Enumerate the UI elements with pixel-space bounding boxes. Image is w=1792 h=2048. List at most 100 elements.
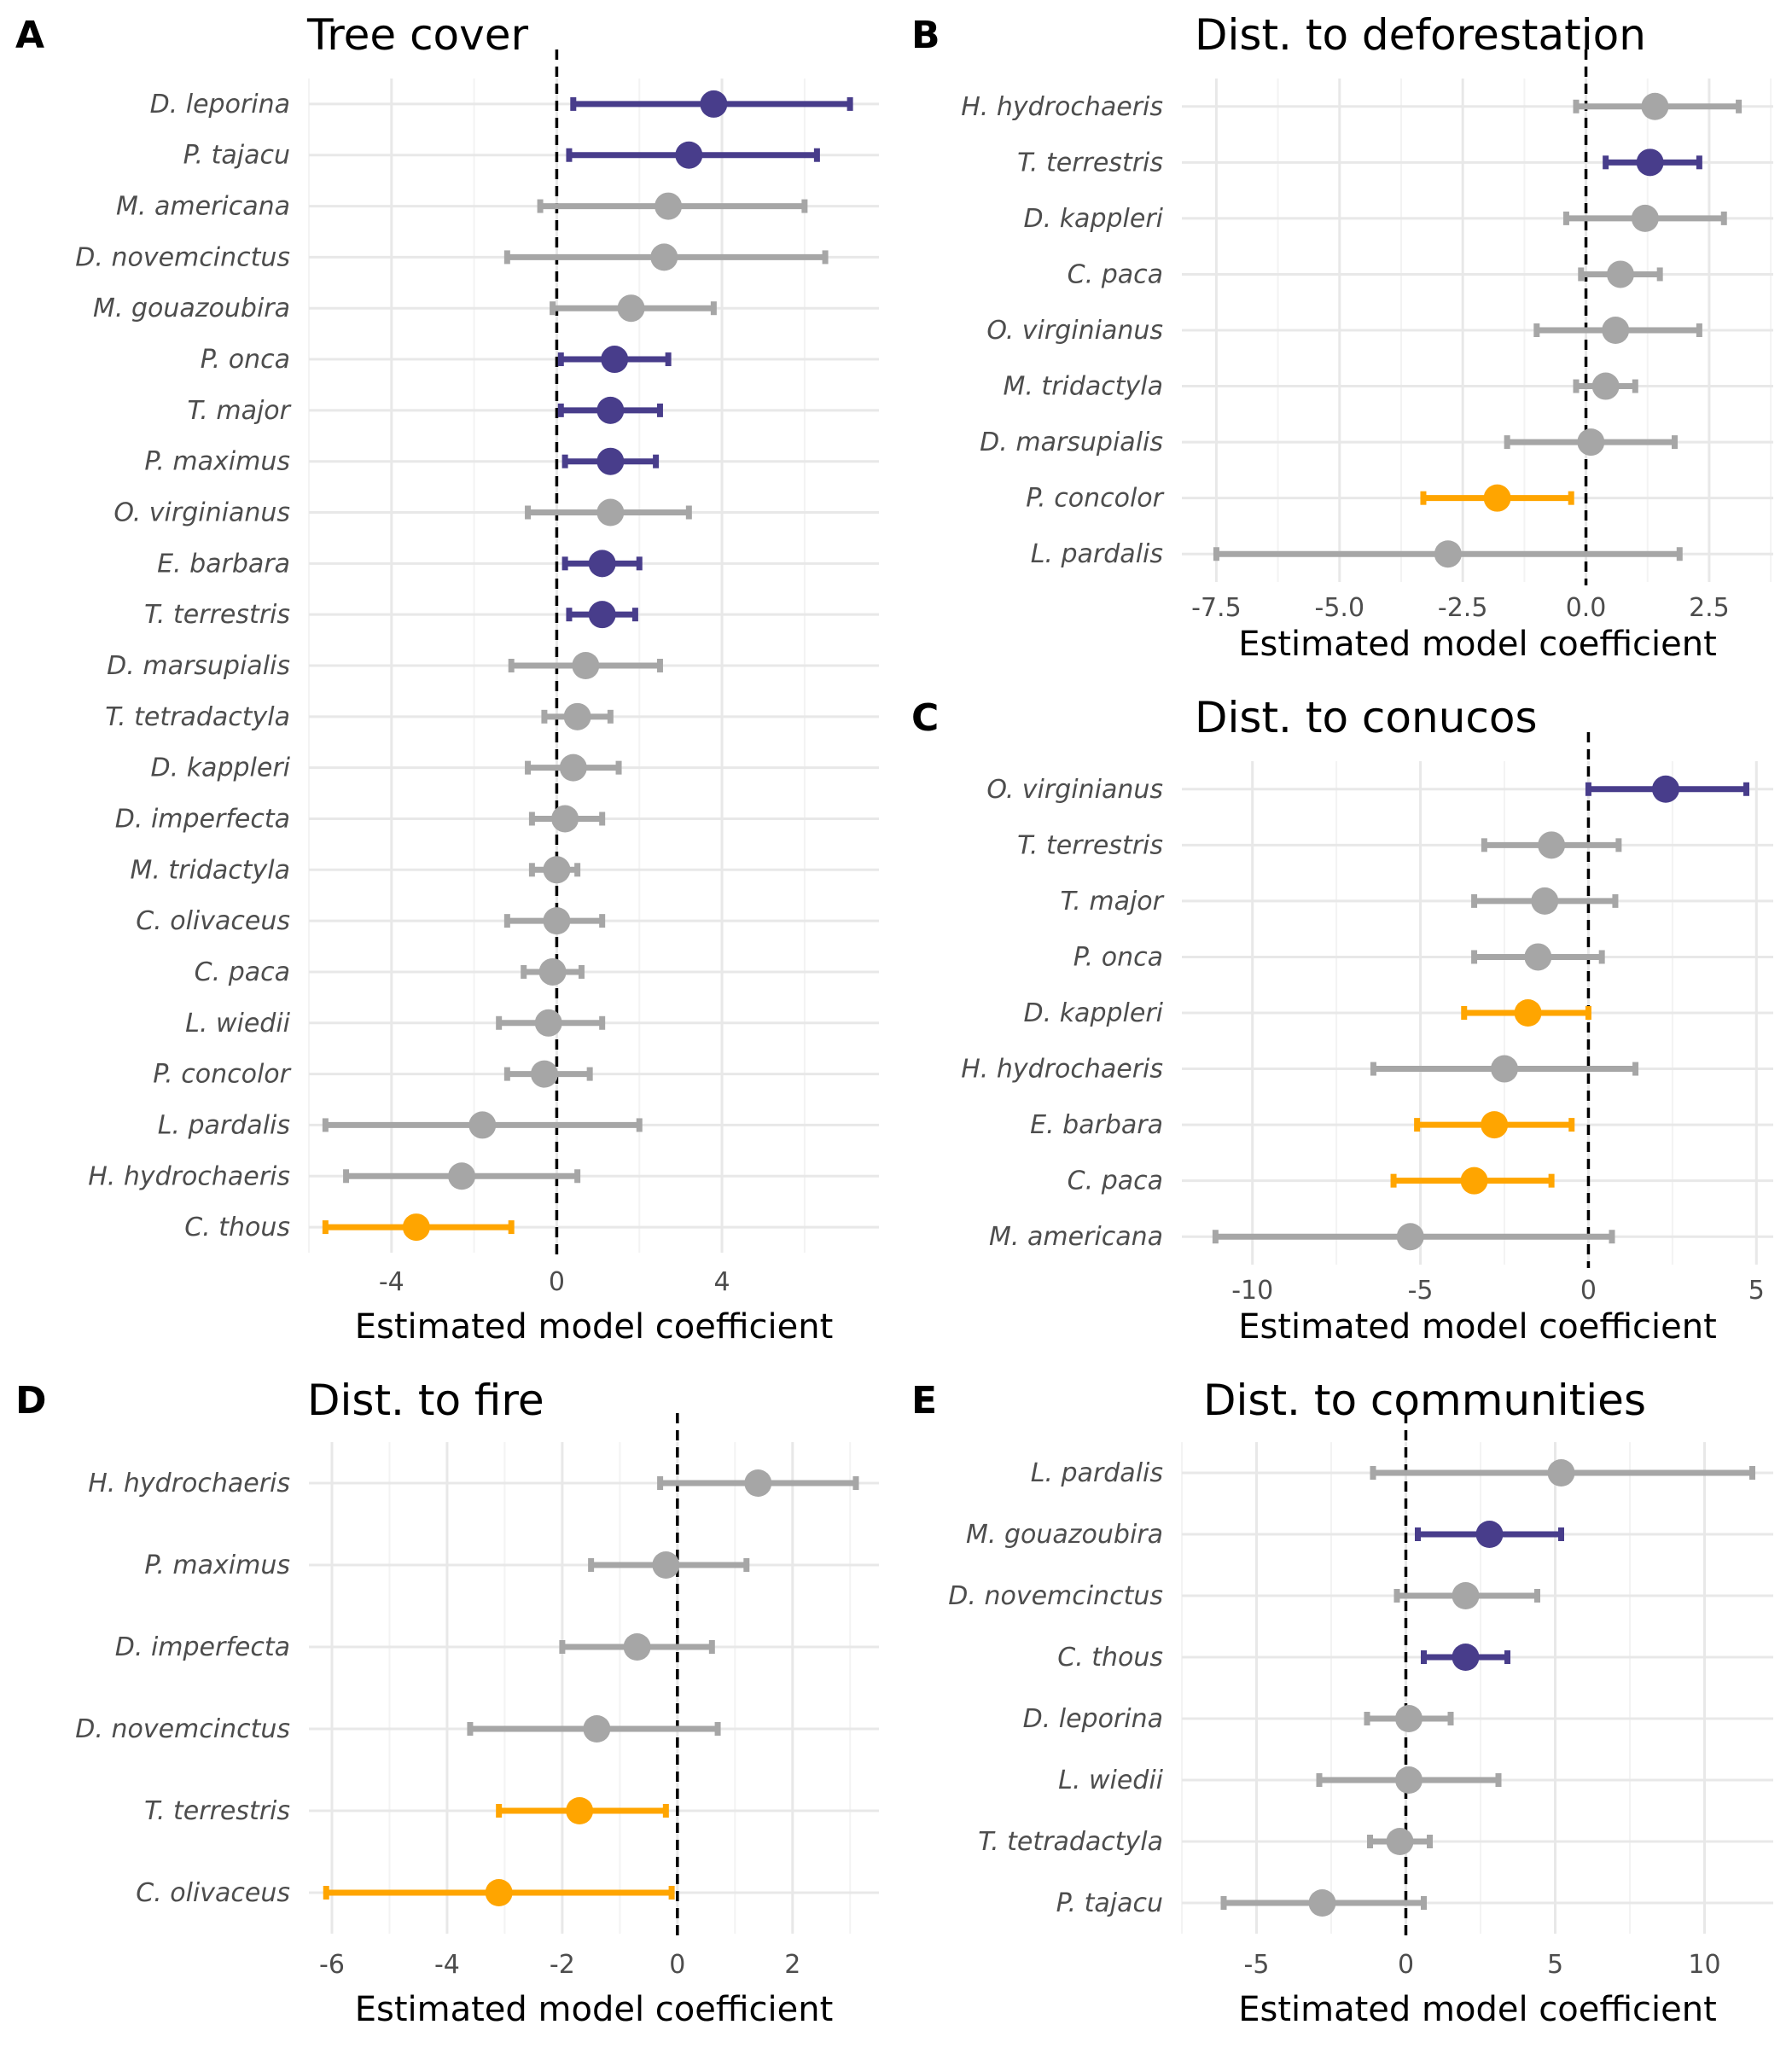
coefficient-point: [1483, 484, 1511, 512]
coefficient-point: [543, 907, 571, 935]
panel-letter: B: [911, 14, 940, 57]
coefficient-point: [1547, 1459, 1575, 1487]
species-label: M. americana: [116, 192, 290, 222]
species-label: D. leporina: [1023, 1704, 1163, 1734]
coefficient-point: [468, 1111, 497, 1139]
coefficient-point: [559, 753, 587, 782]
x-axis-label: Estimated model coefficient: [1238, 1307, 1717, 1347]
species-label: H. hydrochaeris: [88, 1469, 290, 1498]
x-tick-labels: -4 0 4: [379, 1267, 730, 1297]
species-label: H. hydrochaeris: [88, 1161, 290, 1191]
species-label: D. marsupialis: [980, 428, 1163, 457]
species-label: C. thous: [1057, 1643, 1163, 1673]
species-label: D. kappleri: [1024, 204, 1164, 234]
coefficient-point: [1652, 775, 1679, 803]
panel-dist-conucos: C Dist. to conucos O. virginianus T. terr…: [911, 693, 1773, 1347]
species-label: T. major: [188, 396, 292, 426]
x-tick-label: -5: [1408, 1276, 1434, 1306]
species-label: L. pardalis: [1031, 1458, 1163, 1488]
species-label: M. tridactyla: [130, 855, 290, 885]
species-label: C. paca: [1068, 259, 1163, 289]
species-label: D. imperfecta: [115, 804, 290, 834]
species-label: L. pardalis: [1031, 539, 1163, 569]
panel-title: Dist. to conucos: [1195, 693, 1538, 742]
x-tick-label: -5: [1244, 1950, 1270, 1980]
x-tick-labels: -10 -5 0 5: [1231, 1276, 1765, 1306]
coefficient-point: [596, 396, 625, 424]
gridlines: [1181, 1442, 1773, 1934]
species-label: P. concolor: [1026, 484, 1164, 514]
coefficient-point: [1396, 1223, 1424, 1251]
species-label: H. hydrochaeris: [961, 92, 1163, 122]
x-tick-label: -2: [550, 1950, 575, 1980]
panel-dist-deforestation: B Dist. to deforestation H. hydrochaeris…: [911, 10, 1773, 664]
species-label: D. kappleri: [1024, 998, 1164, 1028]
coefficient-point: [596, 498, 625, 527]
species-label: C. paca: [195, 957, 290, 987]
species-label: H. hydrochaeris: [961, 1055, 1163, 1085]
panel-title: Dist. to communities: [1203, 1376, 1646, 1425]
species-labels: H. hydrochaeris T. terrestris D. kappleri C…: [961, 92, 1164, 569]
species-label: C. thous: [184, 1213, 290, 1242]
coefficient-point: [1641, 92, 1669, 120]
panel-letter: D: [15, 1379, 47, 1423]
coefficient-marks: [322, 49, 853, 1256]
x-tick-label: 5: [1547, 1950, 1563, 1980]
species-label: T. tetradactyla: [105, 702, 290, 732]
coefficient-point: [675, 141, 703, 169]
coefficient-point: [596, 447, 625, 475]
coefficient-point: [601, 346, 629, 374]
coefficient-point: [530, 1060, 558, 1088]
coefficient-point: [655, 192, 683, 220]
x-tick-label: -7.5: [1191, 593, 1242, 623]
species-label: T. terrestris: [144, 600, 290, 630]
species-label: O. virginianus: [986, 316, 1163, 346]
x-tick-label: 2.5: [1689, 593, 1730, 623]
x-tick-label: 10: [1688, 1950, 1720, 1980]
coefficient-point: [1636, 148, 1664, 177]
species-label: L. wiedii: [1058, 1766, 1163, 1795]
x-tick-label: 2: [784, 1950, 800, 1980]
species-label: T. major: [1061, 887, 1165, 916]
panel-dist-communities: E Dist. to communities L. pardalis M. gou…: [911, 1376, 1773, 2029]
x-tick-labels: -6 -4 -2 0 2: [319, 1950, 800, 1980]
coefficient-point: [563, 702, 591, 730]
coefficient-point: [623, 1633, 651, 1661]
species-label: C. olivaceus: [136, 906, 290, 936]
x-axis-label: Estimated model coefficient: [1238, 625, 1717, 664]
species-label: O. virginianus: [113, 498, 290, 528]
coefficient-marks: [1212, 732, 1749, 1268]
coefficient-point: [1481, 1111, 1509, 1139]
panel-title: Tree cover: [306, 10, 529, 60]
species-label: M. gouazoubira: [93, 294, 290, 323]
coefficient-point: [402, 1213, 430, 1242]
coefficient-point: [538, 957, 567, 986]
species-label: P. tajacu: [1056, 1888, 1163, 1918]
species-label: E. barbara: [157, 549, 290, 579]
panel-tree-cover: A Tree cover D. leporina P. tajacu M. amer…: [15, 10, 879, 1347]
species-label: M. americana: [989, 1222, 1163, 1252]
coefficient-point: [566, 1797, 594, 1824]
coefficient-point: [1452, 1582, 1480, 1609]
x-tick-label: 0: [669, 1950, 685, 1980]
species-label: T. terrestris: [144, 1796, 290, 1826]
coefficient-point: [1602, 317, 1630, 344]
coefficient-point: [744, 1469, 772, 1497]
coefficient-point: [1514, 999, 1542, 1027]
coefficient-point: [1524, 943, 1552, 971]
x-tick-label: -4: [379, 1267, 404, 1297]
species-label: D. kappleri: [151, 753, 291, 783]
x-axis-label: Estimated model coefficient: [355, 1307, 834, 1347]
coefficient-point: [543, 856, 571, 884]
species-labels: H. hydrochaeris P. maximus D. imperfecta D.…: [75, 1469, 290, 1908]
coefficient-point: [617, 294, 645, 323]
species-labels: O. virginianus T. terrestris T. major P. on…: [961, 775, 1164, 1252]
coefficient-point: [1452, 1644, 1480, 1671]
coefficient-point: [1491, 1055, 1518, 1083]
coefficient-point: [1475, 1521, 1504, 1548]
species-label: P. maximus: [144, 447, 290, 477]
gridlines: [309, 1442, 879, 1934]
species-label: D. novemcinctus: [75, 242, 290, 272]
coefficient-point: [1538, 831, 1566, 859]
panel-letter: E: [911, 1379, 937, 1423]
